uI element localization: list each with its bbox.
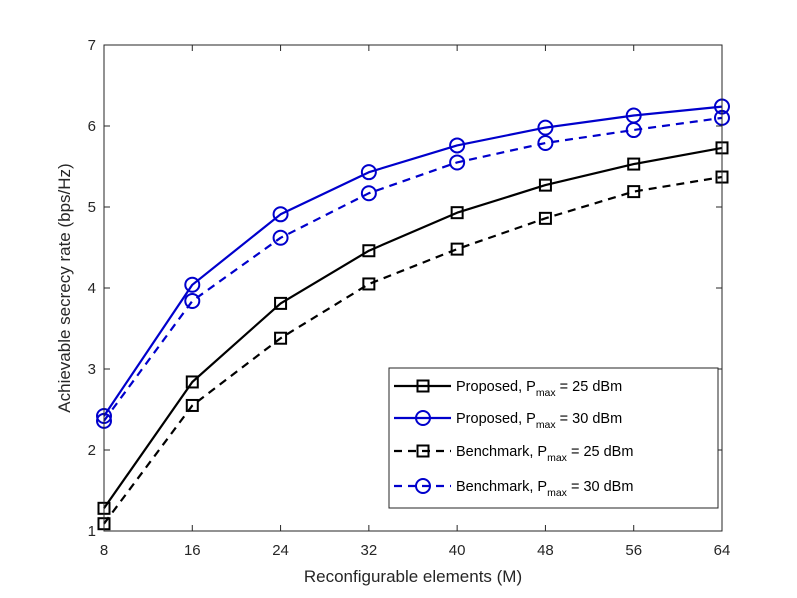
series-line [103,105,723,417]
series-line [103,146,723,509]
y-tick-label: 4 [88,280,96,297]
y-tick-label: 7 [88,37,96,54]
legend-label-subscript: max [536,387,557,399]
y-tick-label: 5 [88,199,96,216]
x-axis-label: Reconfigurable elements (M) [304,567,522,586]
y-tick-label: 1 [88,523,96,540]
data-point [362,244,376,258]
data-point [627,185,641,199]
series-line [103,175,723,525]
legend-label-main: Benchmark, P [456,479,547,495]
x-tick-label: 40 [449,542,466,559]
data-point [360,164,377,181]
x-tick-label: 32 [361,542,378,559]
data-point [360,185,377,202]
data-point [185,375,199,389]
x-tick-label: 48 [537,542,554,559]
legend-entry: Benchmark, Pmax = 25 dBm [394,444,633,464]
data-point [272,229,289,246]
data-point [362,277,376,291]
legend-label-main: Benchmark, P [456,444,547,460]
y-axis-label: Achievable secrecy rate (bps/Hz) [55,163,74,412]
series-layer [96,98,730,531]
data-point [450,206,464,220]
legend-entry: Benchmark, Pmax = 30 dBm [394,478,633,499]
y-tick-label: 3 [88,361,96,378]
legend-label-main: Proposed, P [456,379,536,395]
legend-label-tail: = 30 dBm [567,479,634,495]
data-point [184,292,201,309]
legend-label-subscript: max [536,419,557,431]
data-point [185,398,199,412]
legend-marker [416,444,430,458]
data-point [274,331,288,345]
x-tick-label: 56 [625,542,642,559]
legend-entry: Proposed, Pmax = 30 dBm [394,410,622,431]
legend-label: Benchmark, Pmax = 30 dBm [456,479,633,499]
x-tick-label: 64 [714,542,731,559]
x-tick-label: 8 [100,542,108,559]
legend-marker [416,379,430,393]
data-point [538,211,552,225]
data-point [274,296,288,310]
legend-entry: Proposed, Pmax = 25 dBm [394,379,622,399]
legend-label: Benchmark, Pmax = 25 dBm [456,444,633,464]
legend-box [388,367,719,509]
legend-label: Proposed, Pmax = 30 dBm [456,411,622,431]
legend-label-tail: = 25 dBm [556,379,623,395]
data-point [449,154,466,171]
data-point [537,135,554,152]
x-tick-label: 16 [184,542,201,559]
data-point [627,157,641,171]
data-point [272,206,289,223]
legend-label-tail: = 30 dBm [556,411,623,427]
y-tick-label: 2 [88,442,96,459]
legend-label: Proposed, Pmax = 25 dBm [456,379,622,399]
data-point [537,119,554,136]
data-point [449,137,466,154]
legend-label-main: Proposed, P [456,411,536,427]
x-tick-label: 24 [272,542,289,559]
legend-label-subscript: max [547,452,568,464]
data-point [625,122,642,139]
legend-label-tail: = 25 dBm [567,444,634,460]
data-point [450,242,464,256]
legend-label-subscript: max [547,487,568,499]
y-tick-label: 6 [88,118,96,135]
data-point [538,178,552,192]
legend-marker [415,410,431,426]
legend-marker [415,478,431,494]
data-point [184,276,201,293]
